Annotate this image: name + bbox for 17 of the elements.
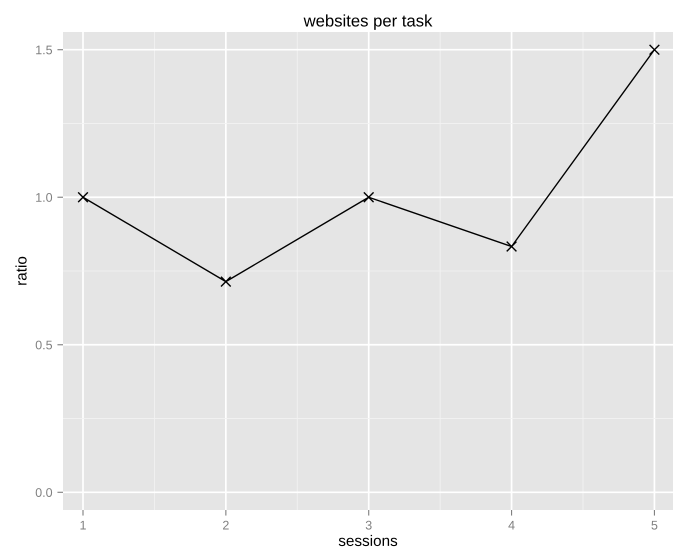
point — [363, 192, 374, 203]
y-tick-label: 0.5 — [36, 340, 52, 350]
x-tick-label: 5 — [651, 520, 658, 530]
point — [77, 192, 89, 203]
x-tick-label: 1 — [80, 520, 86, 530]
x-axis-title: sessions — [338, 534, 398, 546]
point — [220, 276, 232, 288]
y-tick-label: 1.0 — [36, 193, 52, 202]
y-tick-label: 0.0 — [36, 488, 52, 497]
x-tick-label: 4 — [508, 520, 515, 530]
y-tick-label: 1.5 — [36, 46, 52, 54]
y-axis-title: ratio — [15, 256, 27, 285]
x-tick-label: 3 — [366, 520, 372, 530]
point — [506, 240, 518, 252]
x-tick-label: 2 — [223, 520, 229, 530]
point — [648, 44, 660, 56]
chart-title: websites per task — [304, 14, 432, 30]
